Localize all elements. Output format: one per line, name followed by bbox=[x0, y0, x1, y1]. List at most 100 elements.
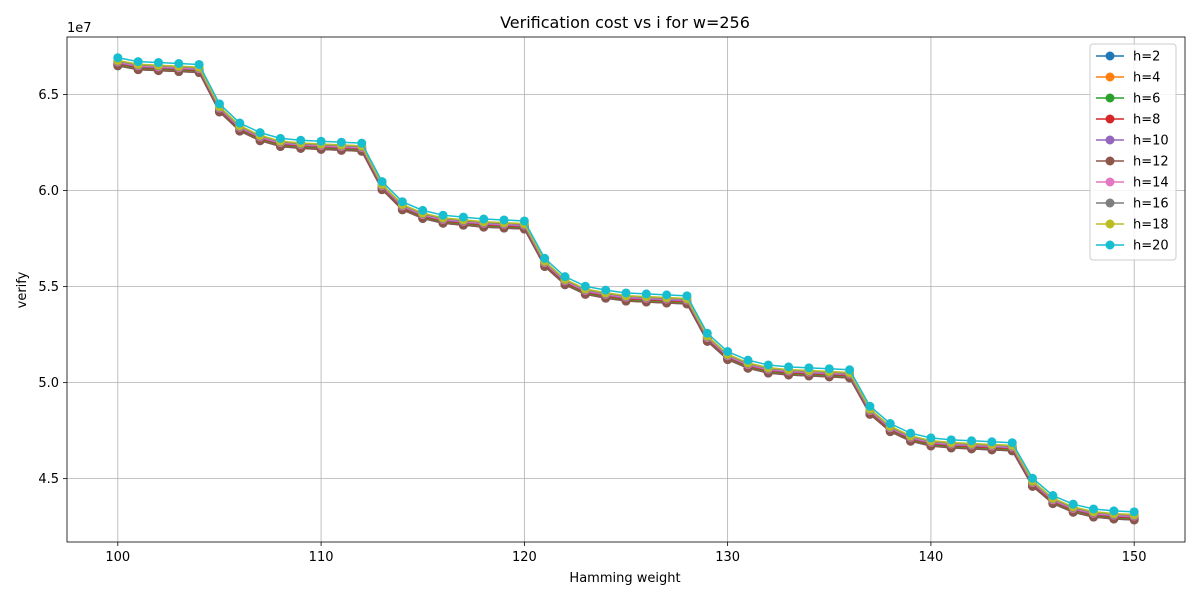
axes: 100 110 120 130 140 150 4.5 5.0 5.5 6.0 6.5 bbox=[38, 36, 1186, 565]
legend-item: h=10 bbox=[1096, 134, 1169, 149]
data-point bbox=[621, 288, 631, 298]
chart-title: Verification cost vs i for w=256 bbox=[500, 13, 750, 32]
data-point bbox=[133, 57, 143, 67]
data-point bbox=[519, 216, 529, 226]
data-point bbox=[540, 253, 550, 263]
data-point bbox=[824, 364, 834, 374]
legend-item: h=2 bbox=[1096, 50, 1160, 65]
data-point bbox=[723, 347, 733, 357]
legend-label: h=4 bbox=[1133, 71, 1160, 86]
x-tick-label: 110 bbox=[309, 550, 334, 565]
legend-item: h=12 bbox=[1096, 155, 1169, 170]
legend-item: h=14 bbox=[1096, 176, 1169, 191]
legend-item: h=20 bbox=[1096, 239, 1169, 254]
data-point bbox=[479, 214, 489, 224]
y-tick-label: 5.0 bbox=[38, 376, 59, 391]
data-point bbox=[865, 401, 875, 411]
data-point bbox=[255, 128, 265, 138]
legend-label: h=8 bbox=[1133, 113, 1160, 128]
legend-label: h=6 bbox=[1133, 92, 1160, 107]
data-point bbox=[662, 290, 672, 300]
data-point bbox=[377, 177, 387, 187]
data-point bbox=[174, 59, 184, 68]
data-point bbox=[560, 272, 570, 282]
data-point bbox=[235, 118, 245, 128]
x-axis-label: Hamming weight bbox=[569, 571, 680, 586]
data-point bbox=[784, 362, 794, 372]
data-point bbox=[438, 210, 448, 220]
legend-label: h=2 bbox=[1133, 50, 1160, 65]
legend-marker bbox=[1105, 177, 1115, 187]
y-tick-label: 5.5 bbox=[38, 280, 59, 295]
data-point bbox=[458, 212, 468, 222]
data-point bbox=[194, 59, 204, 69]
data-point bbox=[1089, 504, 1099, 514]
legend-marker bbox=[1105, 240, 1115, 250]
data-point bbox=[397, 197, 407, 207]
legend-item: h=18 bbox=[1096, 218, 1169, 233]
data-point bbox=[682, 291, 692, 301]
legend-marker bbox=[1105, 156, 1115, 166]
data-point bbox=[357, 138, 367, 148]
data-point bbox=[1068, 499, 1078, 509]
data-point bbox=[153, 58, 163, 68]
data-point bbox=[804, 363, 814, 373]
legend-marker bbox=[1105, 93, 1115, 103]
data-point bbox=[580, 281, 590, 291]
y-tick-label: 6.5 bbox=[38, 88, 59, 103]
legend-label: h=20 bbox=[1133, 239, 1169, 254]
data-point bbox=[845, 365, 855, 375]
data-point bbox=[316, 136, 326, 146]
data-point bbox=[296, 135, 306, 145]
x-tick-label: 130 bbox=[715, 550, 740, 565]
legend-marker bbox=[1105, 51, 1115, 61]
data-point bbox=[641, 289, 651, 299]
series-h-16 bbox=[113, 56, 1139, 520]
data-point bbox=[336, 137, 346, 147]
legend-marker bbox=[1105, 135, 1115, 145]
data-point bbox=[1129, 507, 1139, 517]
x-tick-label: 150 bbox=[1122, 550, 1147, 565]
data-point bbox=[987, 437, 997, 447]
data-point bbox=[418, 205, 428, 215]
y-offset-label: 1e7 bbox=[67, 21, 92, 36]
data-point bbox=[946, 435, 956, 445]
data-point bbox=[885, 419, 895, 429]
data-point bbox=[1048, 491, 1058, 501]
legend: h=2 h=4 h=6 h=8 h=10 h=12 h=14 h=16 h=18 h=20 bbox=[1089, 43, 1177, 261]
data-point bbox=[1028, 473, 1038, 483]
legend-label: h=16 bbox=[1133, 197, 1169, 212]
data-point bbox=[499, 215, 509, 225]
legend-marker bbox=[1105, 219, 1115, 229]
data-point bbox=[113, 53, 123, 63]
x-tick-label: 120 bbox=[512, 550, 537, 565]
data-point bbox=[743, 355, 753, 365]
legend-item: h=8 bbox=[1096, 113, 1160, 128]
legend-label: h=14 bbox=[1133, 176, 1169, 191]
series-group bbox=[113, 53, 1139, 525]
x-tick-label: 140 bbox=[918, 550, 943, 565]
legend-marker bbox=[1105, 72, 1115, 82]
legend-item: h=6 bbox=[1096, 92, 1160, 107]
legend-item: h=4 bbox=[1096, 71, 1160, 86]
x-tick-label: 100 bbox=[105, 550, 130, 565]
y-tick-label: 4.5 bbox=[38, 472, 59, 487]
data-point bbox=[214, 99, 224, 109]
series-h-20 bbox=[113, 53, 1139, 517]
legend-marker bbox=[1105, 114, 1115, 124]
data-point bbox=[1007, 438, 1017, 448]
legend-label: h=18 bbox=[1133, 218, 1169, 233]
legend-label: h=12 bbox=[1133, 155, 1169, 170]
data-point bbox=[926, 433, 936, 443]
plot-frame bbox=[66, 36, 1186, 543]
data-point bbox=[967, 436, 977, 446]
data-point bbox=[906, 428, 916, 438]
data-point bbox=[702, 328, 712, 338]
legend-marker bbox=[1105, 198, 1115, 208]
y-axis-label: verify bbox=[15, 271, 30, 308]
legend-label: h=10 bbox=[1133, 134, 1169, 149]
data-point bbox=[763, 360, 773, 370]
y-tick-label: 6.0 bbox=[38, 184, 59, 199]
